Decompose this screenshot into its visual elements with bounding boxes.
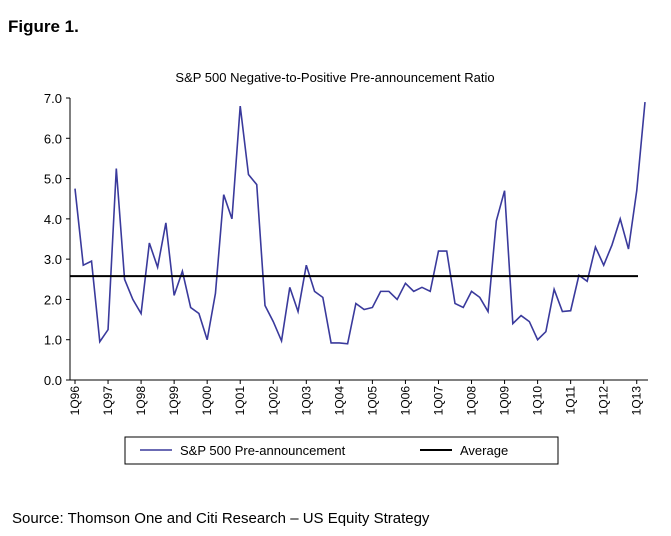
x-tick-label: 1Q12: [597, 386, 611, 416]
y-tick-label: 3.0: [44, 252, 62, 267]
legend-label: S&P 500 Pre-announcement: [180, 443, 346, 458]
y-tick-label: 1.0: [44, 333, 62, 348]
x-tick-label: 1Q00: [200, 386, 214, 416]
figure-label: Figure 1.: [8, 17, 79, 36]
y-tick-label: 6.0: [44, 131, 62, 146]
y-tick-label: 2.0: [44, 292, 62, 307]
x-tick-label: 1Q10: [531, 386, 545, 416]
x-tick-label: 1Q03: [299, 386, 313, 416]
x-tick-label: 1Q98: [134, 386, 148, 416]
y-tick-label: 5.0: [44, 172, 62, 187]
x-tick-label: 1Q07: [431, 386, 445, 416]
y-tick-label: 7.0: [44, 91, 62, 106]
x-tick-label: 1Q04: [332, 386, 346, 416]
x-tick-label: 1Q11: [564, 386, 578, 415]
legend-box: [124, 436, 559, 465]
x-tick-label: 1Q97: [101, 386, 115, 416]
source-note: Source: Thomson One and Citi Research – …: [12, 510, 430, 527]
chart-title: S&P 500 Negative-to-Positive Pre-announc…: [175, 70, 494, 85]
x-tick-label: 1Q06: [398, 386, 412, 416]
data-line: [74, 101, 646, 345]
x-tick-label: 1Q96: [68, 386, 82, 416]
x-tick-label: 1Q13: [630, 386, 644, 416]
y-tick-label: 0.0: [44, 373, 62, 388]
y-tick-label: 4.0: [44, 212, 62, 227]
x-tick-label: 1Q99: [167, 386, 181, 416]
x-tick-label: 1Q05: [365, 386, 379, 416]
x-tick-label: 1Q02: [266, 386, 280, 416]
x-tick-label: 1Q08: [465, 386, 479, 416]
legend-label: Average: [460, 443, 508, 458]
x-tick-label: 1Q01: [233, 386, 247, 416]
x-tick-label: 1Q09: [498, 386, 512, 416]
